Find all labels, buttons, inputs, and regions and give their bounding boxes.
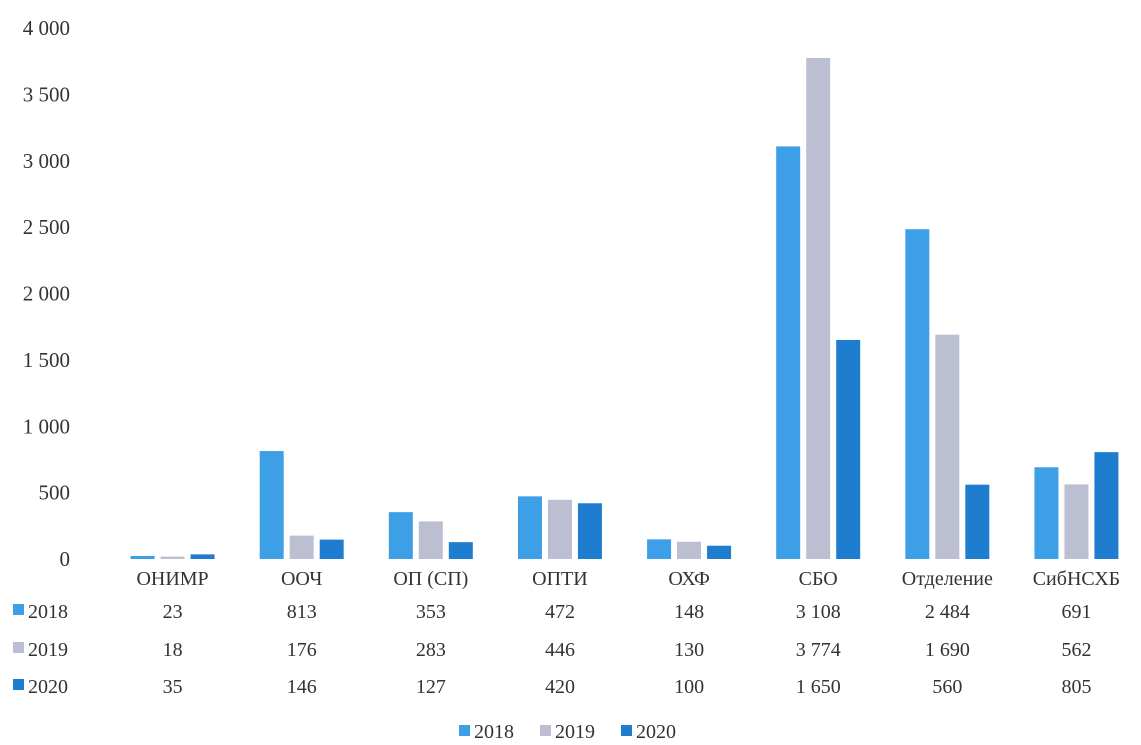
table-cell: 560 [932, 676, 962, 698]
table-cell: 1 650 [796, 676, 841, 698]
legend-label: 2019 [555, 721, 595, 743]
legend-swatch-2019 [540, 725, 551, 736]
legend: 2018 2019 2020 [459, 721, 676, 743]
table-cell: 18 [163, 639, 183, 661]
table-series-name: 2018 [28, 601, 68, 623]
category-label: СБО [799, 568, 838, 590]
table-cell: 3 108 [796, 601, 841, 623]
table-cell: 283 [416, 639, 446, 661]
bar-2020-4 [707, 545, 732, 559]
table-legend-key-2019 [13, 642, 24, 653]
data-table: 2018 23 813 353 472 148 3 108 2 484 691 2019 18 176… [13, 601, 1091, 698]
bar-2018-5 [776, 146, 801, 559]
table-series-name: 2019 [28, 639, 68, 661]
bar-2018-4 [647, 539, 672, 559]
y-tick-label: 3 500 [23, 82, 70, 106]
bar-2019-1 [289, 535, 314, 559]
y-tick-label: 1 000 [23, 414, 70, 438]
category-label: Отделение [902, 568, 993, 590]
legend-label: 2018 [474, 721, 514, 743]
bar-2019-5 [806, 58, 831, 560]
category-label: ОНИМР [136, 568, 208, 590]
category-label: СибНСХБ [1033, 568, 1120, 590]
bar-2019-4 [677, 541, 702, 559]
bar-2019-0 [160, 556, 185, 559]
table-series-name: 2020 [28, 676, 68, 698]
table-cell: 130 [674, 639, 704, 661]
bar-2019-7 [1064, 484, 1089, 559]
table-cell: 472 [545, 601, 575, 623]
y-tick-label: 4 000 [23, 16, 70, 40]
y-axis: 0 500 1 000 1 500 2 000 2 500 3 000 3 500 4 000 [23, 16, 70, 571]
table-cell: 2 484 [925, 601, 970, 623]
y-tick-label: 1 500 [23, 348, 70, 372]
legend-swatch-2020 [621, 725, 632, 736]
table-cell: 691 [1061, 601, 1091, 623]
bar-2020-0 [190, 554, 215, 559]
table-cell: 805 [1061, 676, 1091, 698]
y-tick-label: 3 000 [23, 149, 70, 173]
table-cell: 353 [416, 601, 446, 623]
bars [130, 58, 1119, 560]
table-cell: 148 [674, 601, 704, 623]
y-tick-label: 500 [39, 481, 71, 505]
bar-2018-7 [1034, 467, 1059, 559]
bar-2018-1 [259, 451, 284, 559]
category-label: ООЧ [281, 568, 322, 590]
table-cell: 813 [287, 601, 317, 623]
bar-2020-3 [577, 503, 602, 559]
category-label: ОХФ [668, 568, 709, 590]
bar-2020-7 [1094, 452, 1119, 559]
y-tick-label: 2 000 [23, 282, 70, 306]
bar-2020-1 [319, 539, 344, 559]
y-tick-label: 0 [60, 547, 71, 571]
legend-swatch-2018 [459, 725, 470, 736]
bar-2020-5 [836, 339, 861, 559]
bar-2020-6 [965, 484, 990, 559]
bar-2020-2 [448, 542, 473, 559]
table-cell: 446 [545, 639, 575, 661]
table-cell: 562 [1061, 639, 1091, 661]
x-axis: ОНИМР ООЧ ОП (СП) ОПТИ ОХФ СБО Отделение СибНСХ… [136, 568, 1120, 590]
bar-2019-3 [547, 499, 572, 559]
table-cell: 127 [416, 676, 446, 698]
table-cell: 146 [287, 676, 317, 698]
table-cell: 100 [674, 676, 704, 698]
category-label: ОП (СП) [393, 568, 468, 590]
table-cell: 3 774 [796, 639, 841, 661]
table-legend-key-2018 [13, 604, 24, 615]
table-cell: 1 690 [925, 639, 970, 661]
category-label: ОПТИ [532, 568, 588, 590]
table-cell: 23 [163, 601, 183, 623]
bar-2018-3 [517, 496, 542, 559]
bar-2018-6 [905, 229, 930, 559]
legend-label: 2020 [636, 721, 676, 743]
bar-2018-2 [388, 512, 413, 559]
table-cell: 35 [163, 676, 183, 698]
table-cell: 420 [545, 676, 575, 698]
bar-2018-0 [130, 555, 155, 559]
bar-2019-6 [935, 334, 960, 559]
table-cell: 176 [287, 639, 317, 661]
table-legend-key-2020 [13, 679, 24, 690]
y-tick-label: 2 500 [23, 215, 70, 239]
bar-2019-2 [418, 521, 443, 559]
